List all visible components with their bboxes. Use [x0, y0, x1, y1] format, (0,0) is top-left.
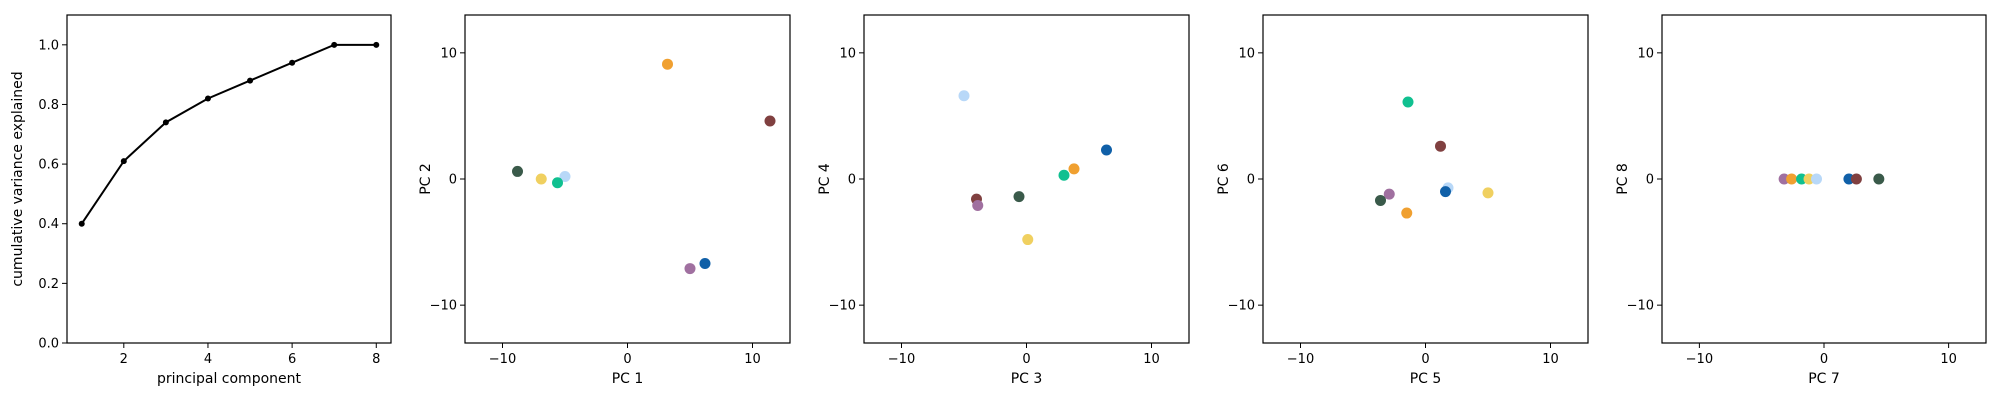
scatter-point [1786, 173, 1798, 185]
scatter-point [559, 170, 571, 182]
data-point [331, 41, 338, 48]
scatter-point [1435, 140, 1446, 152]
y-tick-label: −10 [430, 299, 457, 314]
scatter-point [1101, 144, 1112, 156]
subplot-1: 2 4 6 8 0.0 0.2 0.4 0.6 0.8 1.0 principal componen… [10, 14, 392, 387]
scatter-point [1811, 173, 1823, 185]
x-tick-label: −10 [489, 352, 516, 367]
scatter-point [1068, 163, 1080, 175]
scatter-point [1873, 173, 1885, 185]
plot-frame [464, 14, 791, 344]
scatter-point [699, 258, 711, 270]
x-tick-label: 10 [744, 352, 761, 367]
x-tick-label: 8 [372, 352, 380, 367]
x-axis-label: PC 7 [1808, 371, 1840, 387]
x-tick-label: 0 [1421, 352, 1429, 367]
y-axis-label: PC 4 [817, 163, 833, 195]
y-tick-label: −10 [1228, 299, 1255, 314]
y-tick-label: 0 [1247, 173, 1255, 188]
y-tick-label: 0.4 [38, 217, 59, 232]
y-tick-label: 1.0 [38, 38, 59, 53]
subplot-5: −10 0 10 −10 0 10 PC 7 PC 8 [1615, 14, 1987, 387]
plot-frame [1661, 14, 1987, 344]
scatter-point [1022, 234, 1034, 246]
scatter-point [1482, 187, 1494, 199]
x-tick-label: 10 [1542, 352, 1559, 367]
y-tick-label: 10 [440, 46, 457, 61]
subplot-2: −10 0 10 −10 0 10 PC 1 PC 2 [418, 14, 791, 387]
y-tick-label: 0.0 [38, 337, 59, 352]
x-axis-label: PC 3 [1011, 371, 1043, 387]
x-axis-label: principal component [157, 371, 302, 387]
y-tick-label: 10 [839, 46, 856, 61]
x-tick-label: 0 [1022, 352, 1030, 367]
scatter-point [972, 199, 984, 211]
y-axis-label: PC 6 [1216, 163, 1232, 195]
x-tick-label: −10 [1686, 352, 1713, 367]
y-axis-label: cumulative variance explained [10, 71, 26, 286]
scatter-point [1013, 191, 1025, 203]
plot-frame [1262, 14, 1589, 344]
scatter-point [1401, 207, 1413, 219]
y-tick-label: 0.8 [38, 98, 59, 113]
y-tick-label: −10 [1627, 299, 1654, 314]
scatter-point [512, 165, 523, 177]
y-tick-label: 0 [848, 173, 856, 188]
y-tick-label: 0 [1646, 173, 1654, 188]
scatter-point [684, 263, 696, 275]
data-point [120, 158, 127, 165]
subplot-4: −10 0 10 −10 0 10 PC 5 PC 6 [1216, 14, 1589, 387]
y-tick-label: −10 [829, 299, 856, 314]
scatter-point [764, 115, 776, 127]
x-tick-label: 6 [288, 352, 296, 367]
y-tick-label: 0 [449, 173, 457, 188]
y-axis-label: PC 8 [1615, 163, 1631, 195]
y-tick-label: 10 [1238, 46, 1255, 61]
scatter-point [958, 90, 970, 102]
plot-frame [863, 14, 1190, 344]
subplot-3: −10 0 10 −10 0 10 PC 3 PC 4 [817, 14, 1190, 387]
data-point [78, 220, 85, 227]
scatter-point [1058, 169, 1070, 181]
data-point [204, 95, 211, 102]
scatter-point [662, 58, 673, 70]
scatter-point [1375, 194, 1386, 206]
y-tick-label: 0.2 [38, 277, 59, 292]
scatter-point [535, 173, 547, 185]
x-tick-label: 10 [1940, 352, 1957, 367]
y-axis-label: PC 2 [418, 163, 434, 195]
data-point [373, 41, 380, 48]
x-axis-label: PC 5 [1410, 371, 1442, 387]
plot-frame [66, 14, 392, 344]
scatter-point [1440, 186, 1451, 198]
series-line [80, 43, 377, 225]
x-axis-label: PC 1 [612, 371, 644, 387]
data-point [289, 59, 296, 66]
scatter-point [1402, 96, 1414, 108]
x-tick-label: 0 [1820, 352, 1828, 367]
x-tick-label: −10 [888, 352, 915, 367]
x-tick-label: 0 [623, 352, 631, 367]
y-tick-label: 0.6 [38, 158, 59, 173]
scatter-point [1850, 173, 1862, 185]
x-tick-label: 2 [120, 352, 128, 367]
x-tick-label: 4 [204, 352, 212, 367]
scatter-point [1383, 188, 1395, 200]
data-point [162, 119, 169, 126]
scatter-point [552, 177, 563, 189]
x-tick-label: −10 [1287, 352, 1314, 367]
y-tick-label: 10 [1637, 46, 1654, 61]
data-point [247, 77, 254, 84]
x-tick-label: 10 [1143, 352, 1160, 367]
